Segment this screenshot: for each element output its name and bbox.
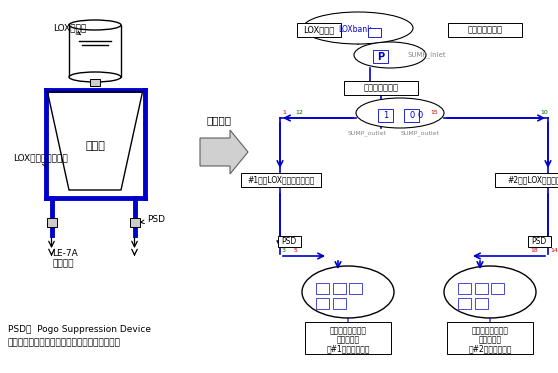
FancyBboxPatch shape	[448, 23, 522, 37]
Bar	[46, 218, 56, 227]
Text: インプット: インプット	[478, 335, 502, 345]
FancyBboxPatch shape	[447, 322, 533, 354]
Text: PSD: PSD	[141, 216, 166, 225]
FancyBboxPatch shape	[349, 282, 362, 294]
Ellipse shape	[444, 266, 536, 318]
Polygon shape	[200, 130, 248, 174]
Text: モデル化: モデル化	[206, 115, 232, 125]
Text: （#2エンジン系）: （#2エンジン系）	[468, 345, 512, 354]
Bar	[368, 28, 381, 37]
Text: 18: 18	[530, 248, 538, 253]
FancyBboxPatch shape	[458, 298, 470, 308]
Text: サンプ: サンプ	[85, 141, 105, 151]
Text: 15: 15	[430, 110, 437, 115]
Text: 0: 0	[410, 110, 415, 119]
FancyBboxPatch shape	[490, 282, 503, 294]
Text: 0: 0	[417, 110, 422, 119]
Ellipse shape	[69, 72, 121, 82]
Text: 1: 1	[383, 110, 388, 119]
FancyBboxPatch shape	[527, 235, 551, 247]
Ellipse shape	[356, 98, 444, 128]
Text: P: P	[377, 52, 384, 62]
Text: PSD：  Pogo Suppression Device: PSD： Pogo Suppression Device	[8, 325, 151, 334]
Text: サンプ出口圧機: サンプ出口圧機	[363, 84, 398, 93]
Text: LE-7A
エンジン: LE-7A エンジン	[52, 249, 78, 269]
Text: （#1エンジン系）: （#1エンジン系）	[326, 345, 370, 354]
Text: LOXbank: LOXbank	[338, 25, 372, 34]
Text: SUMP_inlet: SUMP_inlet	[408, 51, 446, 59]
Text: インプット: インプット	[336, 335, 359, 345]
FancyBboxPatch shape	[495, 173, 558, 187]
Text: LOXタンク: LOXタンク	[53, 23, 86, 35]
Bar	[69, 25, 121, 77]
Text: PSD: PSD	[281, 236, 297, 245]
Text: （管内圧力変動を緩和させるアキュムレータ）: （管内圧力変動を緩和させるアキュムレータ）	[8, 338, 121, 347]
Text: #1系个LOXフィードライン: #1系个LOXフィードライン	[247, 176, 315, 185]
FancyBboxPatch shape	[344, 81, 418, 95]
Text: SUMP_outlet: SUMP_outlet	[348, 130, 387, 136]
FancyBboxPatch shape	[373, 50, 388, 63]
Text: 12: 12	[295, 110, 303, 115]
Text: 14: 14	[550, 248, 558, 253]
FancyBboxPatch shape	[474, 298, 488, 308]
FancyBboxPatch shape	[333, 298, 345, 308]
FancyBboxPatch shape	[458, 282, 470, 294]
Text: ターボポンプ流量: ターボポンプ流量	[472, 326, 508, 335]
FancyBboxPatch shape	[333, 282, 345, 294]
FancyBboxPatch shape	[315, 282, 329, 294]
Bar	[90, 79, 100, 86]
Ellipse shape	[303, 12, 413, 44]
Text: 10: 10	[540, 110, 548, 115]
FancyBboxPatch shape	[297, 23, 341, 37]
Text: PSD: PSD	[531, 236, 547, 245]
Text: ターボポンプ流量: ターボポンプ流量	[330, 326, 367, 335]
Text: #2系个LOXフィードライン: #2系个LOXフィードライン	[507, 176, 558, 185]
FancyBboxPatch shape	[474, 282, 488, 294]
FancyBboxPatch shape	[378, 109, 392, 122]
Text: 1: 1	[282, 110, 286, 115]
FancyBboxPatch shape	[315, 298, 329, 308]
Text: SUMP_outlet: SUMP_outlet	[401, 130, 440, 136]
Text: タンク加圧圧機: タンク加圧圧機	[468, 25, 503, 34]
Ellipse shape	[69, 20, 121, 30]
Ellipse shape	[354, 42, 426, 68]
Bar	[129, 218, 140, 227]
Text: 3: 3	[282, 248, 286, 253]
FancyBboxPatch shape	[277, 235, 301, 247]
FancyBboxPatch shape	[305, 322, 391, 354]
FancyBboxPatch shape	[241, 173, 321, 187]
Ellipse shape	[302, 266, 394, 318]
Text: LOXフィードライン: LOXフィードライン	[13, 153, 68, 167]
Text: 5: 5	[294, 248, 298, 253]
Text: LOXタンク: LOXタンク	[304, 25, 335, 34]
FancyBboxPatch shape	[403, 109, 418, 122]
